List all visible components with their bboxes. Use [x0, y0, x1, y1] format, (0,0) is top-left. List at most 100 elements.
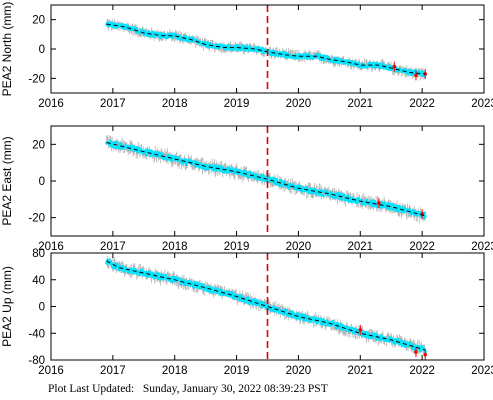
- data-point: [338, 325, 342, 329]
- x-tick-label: 2017: [100, 241, 126, 253]
- data-point: [389, 206, 393, 210]
- data-point: [107, 258, 111, 262]
- last-updated-footer: Plot Last Updated: Sunday, January 30, 2…: [48, 383, 328, 395]
- data-point: [142, 29, 146, 33]
- x-tick-label: 2019: [224, 365, 250, 377]
- y-axis-label: PEA2 Up (mm): [0, 266, 14, 347]
- data-point: [233, 171, 237, 175]
- data-point: [304, 186, 308, 190]
- data-point: [115, 140, 119, 144]
- y-axis-label: PEA2 North (mm): [0, 2, 14, 97]
- data-point: [110, 21, 114, 25]
- data-point: [184, 34, 188, 38]
- x-tick-label: 2016: [38, 241, 64, 253]
- data-point: [409, 68, 413, 72]
- data-point: [347, 59, 351, 63]
- data-point: [262, 301, 266, 305]
- data-point: [378, 338, 382, 342]
- data-point: [233, 47, 237, 51]
- data-point: [170, 159, 174, 163]
- data-point: [202, 40, 206, 44]
- data-point: [415, 347, 419, 351]
- data-point: [254, 173, 258, 177]
- data-point: [244, 48, 248, 52]
- data-point: [219, 288, 223, 292]
- data-point: [322, 58, 326, 62]
- data-point: [140, 268, 144, 272]
- data-point: [145, 153, 149, 157]
- data-point: [117, 146, 121, 150]
- data-point: [251, 302, 255, 306]
- data-point: [401, 205, 405, 209]
- y-tick-label: 20: [32, 139, 45, 151]
- data-point: [283, 180, 287, 184]
- data-point: [247, 48, 251, 52]
- data-point: [176, 155, 180, 159]
- data-point: [119, 142, 123, 146]
- y-tick-label: -40: [28, 328, 45, 340]
- data-point: [423, 214, 427, 218]
- x-tick-label: 2022: [409, 241, 435, 253]
- data-point: [108, 139, 112, 143]
- data-point: [135, 27, 139, 31]
- data-point: [184, 162, 188, 166]
- data-point: [332, 60, 336, 64]
- data-point: [393, 341, 397, 345]
- data-point: [402, 210, 406, 214]
- data-point: [372, 335, 376, 339]
- x-tick-label: 2019: [224, 241, 250, 253]
- data-point: [369, 336, 373, 340]
- data-point: [396, 338, 400, 342]
- data-point: [228, 291, 232, 295]
- data-point: [309, 187, 313, 191]
- x-tick-label: 2023: [471, 365, 493, 377]
- data-point: [194, 164, 198, 168]
- data-point: [196, 161, 200, 165]
- x-tick-label: 2018: [162, 98, 188, 110]
- last-updated-timestamp: Sunday, January 30, 2022 08:39:23 PST: [142, 383, 328, 395]
- data-point: [340, 197, 344, 201]
- data-point: [356, 61, 360, 65]
- x-tick-label: 2016: [38, 365, 64, 377]
- data-point: [342, 193, 346, 197]
- x-tick-label: 2021: [347, 241, 373, 253]
- y-tick-label: 0: [39, 302, 45, 314]
- data-point: [146, 274, 150, 278]
- data-point: [324, 189, 328, 193]
- data-point: [226, 166, 230, 170]
- data-point: [373, 200, 377, 204]
- data-point: [121, 265, 125, 269]
- x-tick-label: 2022: [409, 98, 435, 110]
- x-tick-label: 2022: [409, 365, 435, 377]
- data-point: [139, 147, 143, 151]
- data-point: [238, 298, 242, 302]
- data-point: [246, 296, 250, 300]
- y-tick-label: 0: [39, 44, 45, 56]
- data-point: [391, 338, 395, 342]
- data-point: [405, 68, 409, 72]
- y-tick-label: -80: [28, 355, 45, 367]
- data-point: [242, 173, 246, 177]
- x-tick-label: 2020: [286, 365, 312, 377]
- data-point: [213, 163, 217, 167]
- x-tick-label: 2017: [100, 98, 126, 110]
- data-point: [225, 290, 229, 294]
- data-point: [318, 193, 322, 197]
- x-tick-label: 2016: [38, 98, 64, 110]
- data-point: [275, 178, 279, 182]
- data-point: [319, 317, 323, 321]
- data-point: [327, 56, 331, 60]
- y-tick-label: 80: [32, 248, 45, 260]
- data-point: [157, 272, 161, 276]
- data-point: [162, 32, 166, 36]
- data-point: [305, 318, 309, 322]
- data-point: [237, 168, 241, 172]
- y-tick-label: 40: [32, 275, 45, 287]
- data-point: [109, 259, 113, 263]
- data-point: [196, 281, 200, 285]
- x-tick-label: 2020: [286, 98, 312, 110]
- y-tick-label: -20: [28, 73, 45, 85]
- trend-line: [106, 260, 426, 351]
- trend-line: [106, 142, 426, 217]
